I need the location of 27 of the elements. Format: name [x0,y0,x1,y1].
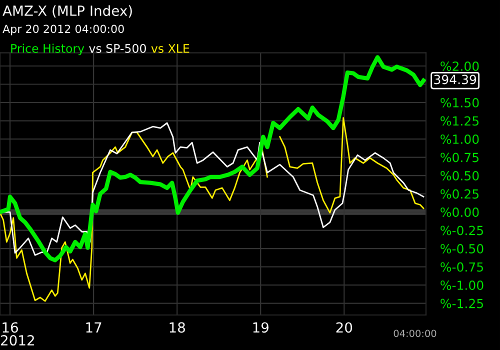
text: 2012 [1,335,34,346]
text: 04:00:00 [394,330,436,338]
y-tick-label: %0.75 [440,152,479,162]
chart-subtitle: Apr 20 2012 04:00:00 [2,24,124,36]
x-tick-label: 17 [86,322,102,332]
x-tick-label: 16 [2,322,18,333]
text: vs SP-500 [89,44,146,53]
y-tick-label: %-1.25 [440,298,484,308]
y-tick-label: %0.50 [440,171,479,180]
y-tick-label: %-1.00 [440,280,484,290]
y-tick-label: %1.50 [440,98,479,108]
chart-title: AMZ-X (MLP Index) [2,5,132,18]
x-tick-label: 20 [336,322,352,333]
x-tick-label: 19 [253,322,268,333]
text: vs XLE [151,44,190,53]
y-tick-label: %-0.50 [440,244,484,254]
y-tick-label: %1.00 [440,134,479,144]
y-tick-label: %0.25 [440,189,479,199]
y-tick-label: %-0.25 [440,226,484,236]
annotation: 394.39 [434,74,476,84]
x-tick-label: 18 [170,322,185,333]
line-series [0,55,426,262]
y-tick-label: %0.00 [440,208,479,217]
text: Price History [11,44,84,56]
y-tick-label: %2.00 [440,61,479,71]
y-tick-label: %1.25 [440,116,479,126]
y-tick-label: %-0.75 [440,262,484,272]
